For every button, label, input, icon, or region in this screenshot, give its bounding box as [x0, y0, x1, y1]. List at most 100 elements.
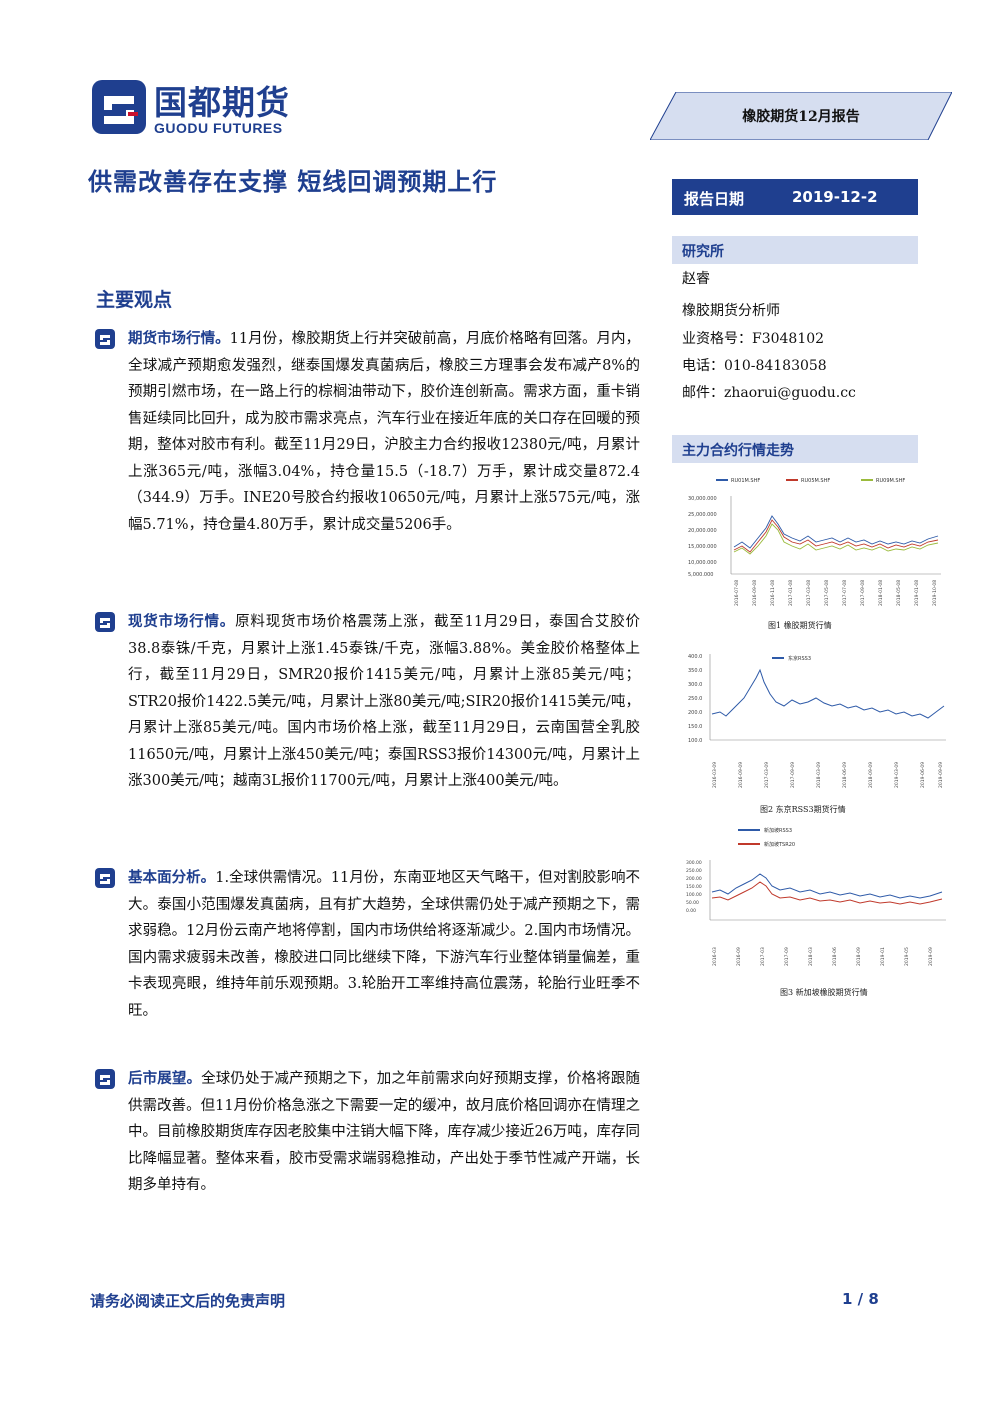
svg-text:2016-09-08: 2016-09-08	[752, 580, 758, 606]
chart-rubber-futures: RU01M.SHF RU05M.SHF RU09M.SHF 30,000.000…	[676, 472, 946, 612]
svg-text:2019-06-09: 2019-06-09	[920, 762, 926, 788]
paragraph-3-text: 1.全球供需情况。11月份，东南亚地区天气略干，但对割胶影响不大。泰国小范围爆发…	[128, 870, 640, 1019]
svg-text:2019-03-09: 2019-03-09	[894, 762, 900, 788]
report-title: 供需改善存在支撑 短线回调预期上行	[88, 167, 498, 196]
svg-text:2019-01-08: 2019-01-08	[914, 580, 920, 606]
svg-text:2018-09: 2018-09	[856, 947, 862, 966]
svg-text:15,000.000: 15,000.000	[688, 544, 717, 550]
company-logo: 国都期货 GUODU FUTURES	[88, 76, 338, 140]
svg-text:100.0: 100.0	[688, 738, 702, 744]
paragraph-outlook: 后市展望。全球仍处于减产预期之下，加之年前需求向好预期支撑，价格将跟随供需改善。…	[94, 1066, 640, 1199]
chart1-legend: RU01M.SHF RU05M.SHF RU09M.SHF	[716, 478, 905, 484]
chart1-series-ru01	[733, 515, 939, 549]
svg-text:2016-03-09: 2016-03-09	[712, 762, 718, 788]
svg-text:2018-03-09: 2018-03-09	[816, 762, 822, 788]
analyst-role: 橡胶期货分析师	[682, 303, 780, 319]
chart-tokyo-rss3: 东京RSS3 400.0 350.0 300.0 250.0 200.0 150…	[680, 648, 950, 796]
svg-text:2017-01-08: 2017-01-08	[788, 580, 794, 606]
svg-text:2017-09: 2017-09	[784, 947, 790, 966]
institute-title: 研究所	[682, 244, 724, 260]
svg-text:350.0: 350.0	[688, 668, 702, 674]
analyst-email: 邮件：zhaorui@guodu.cc	[682, 385, 856, 401]
svg-text:2019-05: 2019-05	[904, 947, 910, 966]
svg-text:250.0: 250.0	[688, 696, 702, 702]
svg-text:2016-09: 2016-09	[736, 947, 742, 966]
svg-text:2019-10-08: 2019-10-08	[932, 580, 938, 606]
svg-text:2018-06: 2018-06	[832, 947, 838, 966]
svg-text:100.00: 100.00	[686, 892, 702, 898]
chart3-caption: 图3 新加坡橡胶期货行情	[780, 988, 868, 997]
bullet-icon	[95, 329, 115, 349]
svg-text:2018-03: 2018-03	[808, 947, 814, 966]
chart3-legend-1: 新加坡RSS3	[764, 827, 792, 834]
analyst-license: 业资格号：F3048102	[682, 331, 825, 347]
chart3-svg: 新加坡RSS3 新加坡TSR20 300.00 250.00 200.00 15…	[686, 827, 946, 966]
svg-text:2017-05-08: 2017-05-08	[824, 580, 830, 606]
svg-text:2016-03: 2016-03	[712, 947, 718, 966]
svg-text:2017-03: 2017-03	[760, 947, 766, 966]
bullet-icon	[95, 868, 115, 888]
svg-text:2017-03-08: 2017-03-08	[806, 580, 812, 606]
svg-text:150.0: 150.0	[688, 724, 702, 730]
chart1-series-ru05	[733, 519, 939, 553]
svg-text:2017-07-08: 2017-07-08	[842, 580, 848, 606]
paragraph-2-text: 原料现货市场价格震荡上涨，截至11月29日，泰国合艾胶价38.8泰铢/千克，月累…	[128, 614, 641, 789]
tag-shape	[650, 92, 952, 140]
svg-text:200.00: 200.00	[686, 876, 702, 882]
svg-text:2018-01-08: 2018-01-08	[878, 580, 884, 606]
paragraph-fundamentals: 基本面分析。1.全球供需情况。11月份，东南亚地区天气略干，但对割胶影响不大。泰…	[94, 865, 640, 1024]
svg-text:2016-09-09: 2016-09-09	[738, 762, 744, 788]
svg-text:300.00: 300.00	[686, 860, 702, 866]
svg-text:20,000.000: 20,000.000	[688, 528, 717, 534]
svg-text:2016-07-08: 2016-07-08	[734, 580, 740, 606]
svg-text:2018-09-09: 2018-09-09	[868, 762, 874, 788]
section-title-main-views: 主要观点	[96, 289, 173, 311]
svg-text:200.0: 200.0	[688, 710, 702, 716]
analyst-phone: 电话：010-84183058	[682, 358, 827, 374]
chart2-svg: 东京RSS3 400.0 350.0 300.0 250.0 200.0 150…	[688, 654, 946, 788]
svg-text:2018-06-09: 2018-06-09	[842, 762, 848, 788]
svg-text:250.00: 250.00	[686, 868, 702, 874]
chart3-legend: 新加坡RSS3 新加坡TSR20	[738, 827, 795, 848]
paragraph-2-lead: 现货市场行情。	[128, 613, 236, 630]
svg-text:2017-09-09: 2017-09-09	[790, 762, 796, 788]
svg-text:50.00: 50.00	[686, 900, 699, 906]
bullet-icon	[95, 1069, 115, 1089]
chart3-series-rss3	[711, 873, 943, 899]
chart1-legend-3: RU09M.SHF	[876, 478, 905, 484]
trend-section-header: 主力合约行情走势	[672, 435, 918, 463]
chart1-caption: 图1 橡胶期货行情	[768, 621, 832, 630]
svg-text:30,000.000: 30,000.000	[688, 496, 717, 502]
chart2-caption: 图2 东京RSS3期货行情	[760, 805, 846, 814]
paragraph-futures-market: 期货市场行情。11月份，橡胶期货上行并突破前高，月底价格略有回落。月内，全球减产…	[94, 326, 640, 538]
report-type-label: 橡胶期货12月报告	[742, 109, 860, 125]
svg-text:0.00: 0.00	[686, 908, 696, 914]
chart3-series-tsr20	[711, 881, 943, 905]
disclaimer-note: 请务必阅读正文后的免责声明	[90, 1292, 286, 1310]
svg-text:2016-11-08: 2016-11-08	[770, 580, 776, 606]
paragraph-4-lead: 后市展望。	[128, 1070, 202, 1087]
chart3-legend-2: 新加坡TSR20	[764, 841, 795, 848]
paragraph-spot-market: 现货市场行情。原料现货市场价格震荡上涨，截至11月29日，泰国合艾胶价38.8泰…	[94, 609, 640, 795]
page-number: 1 / 8	[842, 1290, 879, 1308]
report-date-value: 2019-12-2	[792, 188, 878, 206]
logo-chinese-name: 国都期货	[154, 83, 290, 122]
report-date-box: 报告日期 2019-12-2	[672, 179, 918, 215]
svg-text:300.0: 300.0	[688, 682, 702, 688]
chart2-legend-1: 东京RSS3	[788, 655, 811, 662]
chart1-legend-2: RU05M.SHF	[801, 478, 830, 484]
svg-text:10,000.000: 10,000.000	[688, 560, 717, 566]
logo-english-name: GUODU FUTURES	[154, 120, 283, 136]
svg-text:2017-09-08: 2017-09-08	[860, 580, 866, 606]
report-type-tag: 橡胶期货12月报告	[650, 92, 952, 140]
svg-text:2017-03-09: 2017-03-09	[764, 762, 770, 788]
institute-header: 研究所	[672, 236, 918, 264]
paragraph-1-text: 11月份，橡胶期货上行并突破前高，月底价格略有回落。月内，全球减产预期愈发强烈，…	[128, 331, 641, 533]
svg-text:400.0: 400.0	[688, 654, 702, 660]
analyst-name: 赵睿	[682, 271, 710, 287]
svg-text:2019-09: 2019-09	[928, 947, 934, 966]
report-date-label: 报告日期	[684, 190, 745, 208]
svg-text:2019-01: 2019-01	[880, 947, 886, 966]
svg-text:2018-05-08: 2018-05-08	[896, 580, 902, 606]
chart2-legend: 东京RSS3	[772, 655, 811, 662]
